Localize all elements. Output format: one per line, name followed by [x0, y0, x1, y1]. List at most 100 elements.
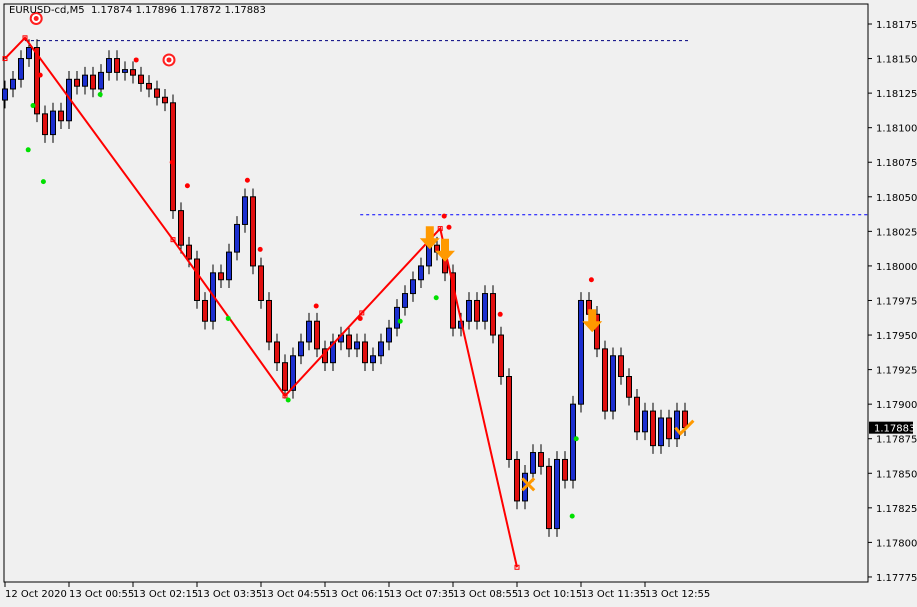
target-center: [33, 15, 39, 21]
candle-body: [122, 69, 128, 73]
fractal-low-dot: [40, 179, 46, 185]
candle-body: [250, 196, 256, 267]
candle-body: [402, 293, 408, 308]
candle-body: [418, 265, 424, 281]
y-tick-label: 1.17800: [876, 538, 917, 549]
y-tick-label: 1.18175: [876, 20, 917, 31]
candle: [546, 458, 552, 537]
candle: [114, 50, 120, 81]
candle-body: [482, 293, 488, 322]
y-tick-label: 1.17825: [876, 504, 917, 515]
candle-body: [266, 299, 272, 343]
candle: [290, 347, 296, 399]
candle-body: [74, 78, 80, 87]
candle-body: [2, 88, 8, 101]
candle-body: [234, 223, 240, 253]
candle: [474, 292, 480, 330]
fractal-high-dot: [441, 213, 447, 219]
arrow-down-icon: [435, 238, 455, 262]
y-tick-label: 1.18075: [876, 158, 917, 169]
zigzag-vertex: [2, 56, 8, 62]
candle-body: [170, 102, 176, 212]
candle-body: [202, 299, 208, 322]
candle-body: [634, 396, 640, 433]
candle-body: [594, 313, 600, 350]
candle-body: [474, 299, 480, 322]
y-tick-label: 1.18150: [876, 55, 917, 66]
candle: [314, 312, 320, 358]
candle-body: [154, 88, 160, 98]
candle: [570, 395, 576, 489]
candle-body: [370, 355, 376, 364]
candle: [242, 188, 248, 233]
candle-body: [386, 327, 392, 343]
y-tick-label: 1.17975: [876, 296, 917, 307]
candle-body: [466, 299, 472, 322]
candle: [90, 66, 96, 98]
candle: [378, 333, 384, 365]
candle-body: [162, 96, 168, 104]
candle: [202, 292, 208, 330]
candle: [170, 94, 176, 219]
current-price-box: [869, 421, 913, 434]
y-tick-label: 1.17775: [876, 573, 917, 584]
target-icon: [162, 53, 176, 67]
x-tick-label: 13 Oct 10:15: [517, 589, 582, 600]
candle-body: [666, 417, 672, 440]
candle: [554, 451, 560, 537]
candle: [154, 80, 160, 106]
candle-body: [562, 458, 568, 481]
chart-title: EURUSD-cd,M5 1.17874 1.17896 1.17872 1.1…: [9, 5, 266, 16]
candle: [130, 61, 136, 84]
candle: [250, 188, 256, 275]
candle-body: [578, 299, 584, 405]
candle-body: [178, 210, 184, 246]
zigzag-vertex: [22, 35, 28, 41]
candle: [194, 250, 200, 309]
fractal-high-dot: [588, 277, 594, 283]
candle: [122, 61, 128, 81]
candle: [162, 88, 168, 112]
zigzag-vertex: [170, 237, 176, 243]
y-tick-label: 1.17900: [876, 400, 917, 411]
x-tick-label: 13 Oct 06:15: [325, 589, 390, 600]
plot-area: [3, 3, 869, 583]
candle-body: [546, 465, 552, 530]
y-tick-label: 1.17950: [876, 331, 917, 342]
candle: [490, 285, 496, 344]
candle: [498, 326, 504, 385]
candle: [354, 333, 360, 358]
x-tick-label: 13 Oct 03:35: [197, 589, 262, 600]
candle: [258, 257, 264, 309]
candle: [138, 66, 144, 92]
candle: [514, 451, 520, 510]
candle-body: [674, 410, 680, 440]
x-tick-label: 13 Oct 08:55: [453, 589, 518, 600]
zigzag-line: [4, 36, 518, 568]
candle-body: [498, 334, 504, 378]
candle-body: [490, 293, 496, 336]
candle-body: [90, 74, 96, 90]
fractal-low-dot: [97, 92, 103, 98]
candle-body: [506, 376, 512, 460]
candle-body: [138, 74, 144, 84]
candle-body: [242, 196, 248, 225]
candle-body: [682, 410, 688, 429]
candle: [226, 243, 232, 289]
candle-body: [658, 417, 664, 447]
candle-body: [362, 341, 368, 364]
candle: [234, 216, 240, 261]
candle-body: [602, 348, 608, 412]
candle: [82, 66, 88, 95]
candle-body: [610, 355, 616, 412]
target-icon: [29, 11, 43, 25]
x-tick-label: 13 Oct 00:55: [69, 589, 134, 600]
x-tick-label: 13 Oct 02:15: [133, 589, 198, 600]
fractal-low-dot: [25, 147, 31, 153]
candle: [58, 102, 64, 130]
candle: [10, 71, 16, 98]
candle: [418, 257, 424, 289]
zigzag-vertex: [514, 564, 520, 570]
arrow-down-icon: [582, 309, 603, 333]
